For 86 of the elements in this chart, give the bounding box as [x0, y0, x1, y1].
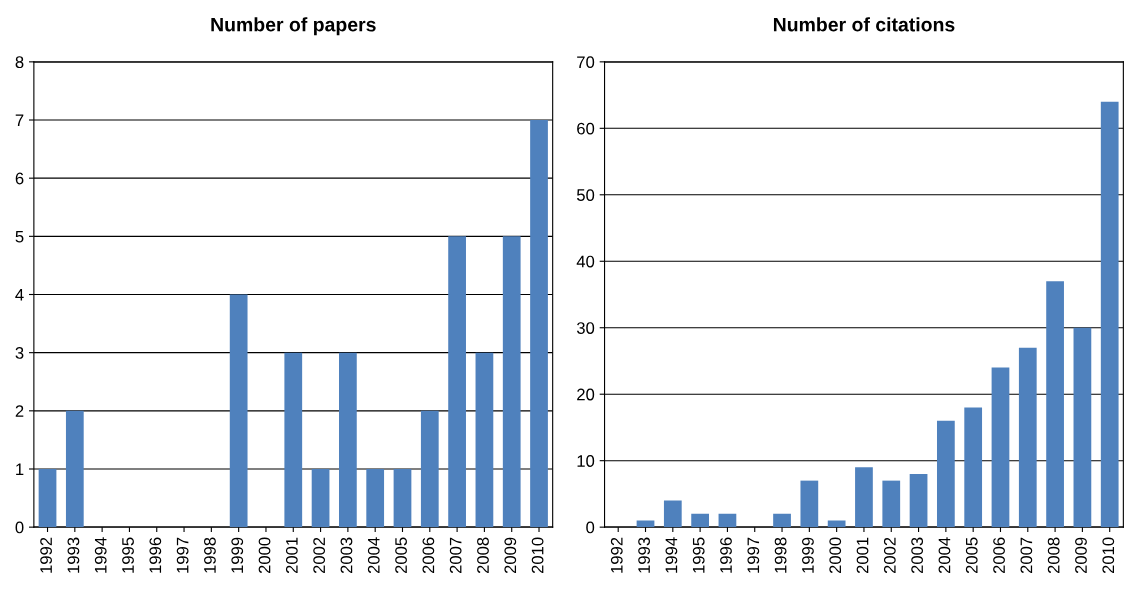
y-tick-label: 1: [16, 463, 24, 476]
x-tick-label: 2004: [938, 537, 951, 574]
bar: [718, 513, 737, 528]
x-tick-label: 2010: [531, 537, 544, 574]
x-tick-label: 1992: [40, 537, 52, 573]
bar: [937, 420, 955, 528]
bar: [1073, 327, 1092, 528]
y-tick-label: 70: [577, 56, 595, 69]
bar: [393, 468, 412, 528]
x-tick-label: 2001: [856, 537, 869, 574]
x-tick-label: 1998: [204, 537, 216, 573]
y-tick-label: 50: [576, 189, 595, 201]
bar: [502, 236, 521, 528]
bar: [964, 407, 983, 528]
x-tick-label: 1997: [747, 537, 760, 573]
x-tick-label: 2000: [829, 537, 842, 574]
y-tick-label: 0: [586, 521, 595, 534]
x-tick-label: 1994: [665, 537, 678, 573]
bar: [991, 367, 1010, 528]
x-tick-label: 2007: [449, 537, 462, 574]
x-tick-label: 1995: [122, 537, 134, 573]
x-tick-label: 2004: [367, 537, 380, 574]
x-tick-label: 2005: [965, 537, 978, 574]
x-tick-label: 2010: [1102, 537, 1115, 574]
bar: [1046, 281, 1064, 528]
bar: [663, 500, 682, 528]
x-tick-label: 2002: [883, 537, 896, 574]
y-tick-label: 6: [15, 172, 24, 185]
x-tick-label: 1994: [94, 537, 107, 573]
bar: [65, 410, 84, 528]
bar: [530, 120, 548, 528]
y-tick-label: 10: [577, 455, 595, 467]
bar: [882, 480, 901, 528]
bar: [1018, 347, 1037, 528]
chart-title: Number of citations: [773, 17, 955, 32]
x-tick-label: 2001: [285, 537, 298, 574]
y-tick-label: 40: [576, 255, 595, 268]
x-tick-label: 2008: [477, 537, 489, 574]
bar: [691, 513, 709, 528]
x-tick-label: 1996: [149, 537, 162, 573]
y-tick-label: 3: [15, 347, 24, 359]
bar: [475, 352, 494, 528]
y-tick-label: 7: [15, 114, 24, 127]
y-tick-label: 2: [15, 405, 24, 417]
bar: [909, 473, 928, 528]
bar: [311, 468, 330, 528]
bar: [420, 410, 439, 528]
x-tick-label: 2000: [258, 537, 271, 574]
x-tick-label: 1996: [720, 537, 732, 573]
x-tick-label: 1997: [176, 537, 189, 573]
bar: [339, 352, 357, 528]
y-tick-label: 4: [15, 289, 24, 301]
y-tick-label: 5: [15, 230, 24, 243]
x-tick-label: 2005: [395, 537, 407, 574]
y-tick-label: 20: [577, 388, 595, 401]
bar: [38, 468, 57, 528]
x-tick-label: 2006: [993, 537, 1005, 574]
bar: [229, 294, 248, 528]
y-tick-label: 60: [577, 122, 595, 135]
x-tick-label: 2003: [911, 537, 924, 574]
y-tick-label: 30: [576, 322, 595, 334]
bar: [448, 236, 466, 528]
bar: [855, 467, 873, 528]
y-tick-label: 0: [15, 521, 24, 534]
x-tick-label: 1998: [774, 537, 787, 573]
x-tick-label: 1993: [67, 537, 80, 573]
x-tick-label: 2007: [1020, 537, 1033, 574]
bar: [366, 468, 385, 528]
x-tick-label: 2009: [1075, 537, 1087, 574]
x-tick-label: 1999: [802, 537, 814, 573]
bar: [827, 520, 846, 528]
chart-title: Number of papers: [211, 17, 376, 36]
x-tick-label: 2009: [504, 537, 517, 574]
y-tick-label: 8: [15, 56, 24, 69]
bar: [1100, 101, 1119, 528]
x-tick-label: 1993: [638, 537, 650, 573]
x-tick-label: 2002: [313, 537, 326, 574]
bar: [800, 480, 819, 528]
x-tick-label: 2008: [1047, 537, 1060, 574]
bar: [773, 513, 791, 528]
bar: [284, 352, 303, 528]
x-tick-label: 2003: [340, 537, 353, 574]
x-tick-label: 1992: [610, 537, 623, 573]
x-tick-label: 1995: [692, 537, 705, 573]
x-tick-label: 2006: [422, 537, 435, 574]
x-tick-label: 1999: [231, 537, 244, 573]
